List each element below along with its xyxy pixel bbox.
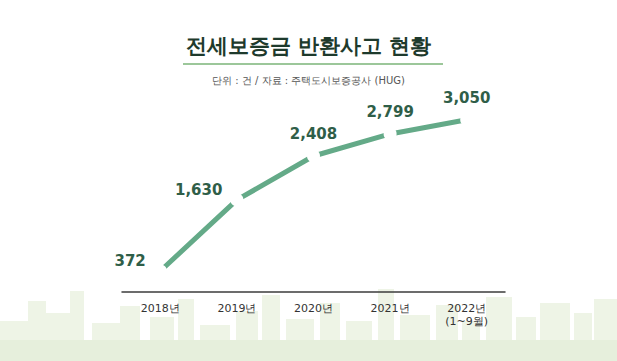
svg-text:단위 : 건 / 자료 : 주택도시보증공사 (HUG): 단위 : 건 / 자료 : 주택도시보증공사 (HUG) <box>212 75 405 86</box>
svg-text:(1~9월): (1~9월) <box>445 315 488 328</box>
svg-text:2022년: 2022년 <box>447 302 486 315</box>
svg-text:전세보증금 반환사고 현황: 전세보증금 반환사고 현황 <box>186 34 432 58</box>
svg-text:1,630: 1,630 <box>175 181 222 199</box>
svg-text:2,799: 2,799 <box>366 103 413 121</box>
svg-text:2,408: 2,408 <box>290 125 337 143</box>
svg-text:372: 372 <box>114 252 145 270</box>
svg-text:2020년: 2020년 <box>294 302 333 315</box>
svg-text:3,050: 3,050 <box>443 89 490 107</box>
svg-text:2021년: 2021년 <box>371 302 410 315</box>
svg-text:2018년: 2018년 <box>141 302 180 315</box>
svg-text:2019년: 2019년 <box>217 302 256 315</box>
